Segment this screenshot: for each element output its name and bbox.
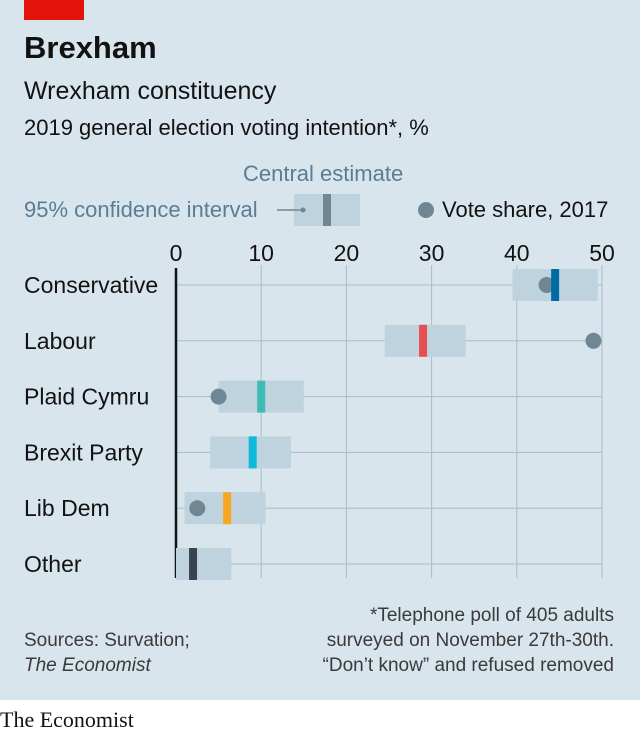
central-estimate-mark: [551, 269, 560, 301]
legend-vote-share-label: Vote share, 2017: [442, 197, 609, 222]
category-label: Labour: [24, 328, 96, 354]
footnote: *Telephone poll of 405 adults surveyed o…: [323, 603, 614, 678]
x-tick-label: 50: [589, 240, 615, 266]
x-tick-label: 0: [170, 240, 183, 266]
sources-line-2: The Economist: [24, 655, 151, 676]
category-label: Lib Dem: [24, 495, 110, 521]
sources-note: Sources: Survation; The Economist: [24, 628, 190, 678]
legend-graphics: [277, 194, 434, 226]
vote-share-2017-dot: [189, 500, 206, 517]
footnote-line-3: “Don’t know” and refused removed: [322, 655, 614, 676]
category-label: Other: [24, 551, 82, 577]
x-tick-label: 10: [248, 240, 274, 266]
chart-panel: [0, 0, 640, 700]
sources-line-1: Sources: Survation;: [24, 630, 190, 651]
vote-share-2017-dot: [210, 388, 227, 405]
chart-subtitle: Wrexham constituency: [24, 77, 277, 105]
central-estimate-mark: [419, 324, 428, 357]
central-estimate-mark: [248, 436, 257, 469]
central-estimate-mark: [223, 492, 232, 525]
vote-share-2017-dot: [538, 277, 555, 293]
category-label: Plaid Cymru: [24, 384, 149, 410]
legend-vote-share-dot: [418, 202, 434, 218]
category-label: Brexit Party: [24, 439, 143, 465]
legend-central-swatch: [323, 194, 331, 226]
chart-description: 2019 general election voting intention*,…: [24, 115, 429, 140]
footnote-line-2: surveyed on November 27th-30th.: [326, 630, 614, 651]
chart-marks: [176, 269, 602, 580]
legend-central-estimate-label: Central estimate: [243, 161, 404, 186]
chart-title: Brexham: [24, 30, 157, 65]
central-estimate-mark: [189, 548, 198, 580]
x-tick-label: 30: [419, 240, 445, 266]
category-label: Conservative: [24, 272, 158, 298]
footnote-line-1: *Telephone poll of 405 adults: [369, 605, 614, 626]
x-tick-label: 40: [504, 240, 530, 266]
legend-confidence-interval-label: 95% confidence interval: [24, 197, 258, 222]
chart-labels: Conservative Labour Plaid Cymru Brexit Part…: [24, 240, 615, 577]
vote-share-2017-dot: [585, 332, 602, 349]
chart-svg: Conservative Labour Plaid Cymru Brexit Part…: [24, 194, 615, 580]
brand-red-tab: [24, 0, 84, 20]
gridlines: [174, 265, 603, 578]
legend-pointer-dot: [300, 207, 306, 213]
central-estimate-mark: [257, 380, 266, 413]
x-tick-label: 20: [334, 240, 360, 266]
confidence-interval-bar: [176, 548, 232, 580]
brand-wordmark: The Economist: [0, 707, 134, 732]
